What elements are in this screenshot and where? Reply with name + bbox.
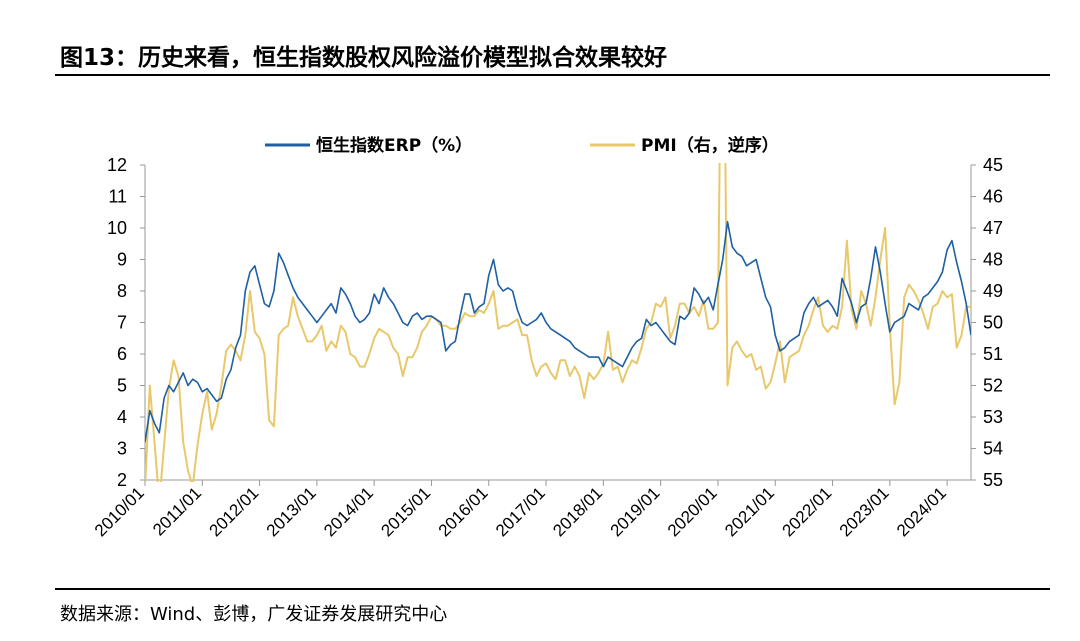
legend: 恒生指数ERP（%） PMI（右，逆序） (265, 135, 779, 156)
y-right-tick-label: 47 (983, 218, 1003, 238)
y-left-tick-label: 10 (107, 218, 127, 238)
y-left-tick-label: 7 (117, 313, 127, 333)
x-tick-label: 2018/01 (549, 483, 606, 540)
source-note: 数据来源：Wind、彭博，广发证券发展研究中心 (60, 604, 448, 625)
x-tick-label: 2023/01 (836, 483, 893, 540)
x-tick-label: 2012/01 (206, 483, 263, 540)
x-tick-label: 2011/01 (149, 483, 205, 539)
y-left-tick-label: 9 (117, 250, 127, 270)
y-right-tick-label: 55 (983, 470, 1003, 490)
x-tick-label: 2024/01 (893, 483, 950, 540)
y-left-tick-label: 11 (108, 187, 127, 207)
y-left-tick-label: 4 (117, 407, 127, 427)
series-layer (145, 163, 971, 482)
x-tick-label: 2017/01 (492, 483, 549, 540)
y-right-tick-label: 49 (983, 281, 1003, 301)
series-line-pmi (145, 163, 971, 482)
x-tick-label: 2020/01 (664, 483, 721, 540)
x-tick-label: 2015/01 (377, 483, 434, 540)
y-right-tick-label: 45 (983, 155, 1003, 175)
title-rule (55, 74, 1050, 76)
x-tick-label: 2010/01 (91, 483, 148, 540)
x-tick-label: 2013/01 (263, 483, 320, 540)
y-left-tick-label: 6 (117, 344, 127, 364)
y-right-tick-label: 48 (983, 250, 1003, 270)
x-tick-label: 2019/01 (607, 483, 664, 540)
series-line-erp (145, 220, 971, 443)
x-tick-label: 2014/01 (320, 483, 377, 540)
y-right-tick-label: 50 (983, 313, 1003, 333)
y-right-tick-label: 51 (983, 344, 1003, 364)
legend-label-erp: 恒生指数ERP（%） (316, 135, 472, 156)
y-right-tick-label: 52 (983, 376, 1003, 396)
x-tick-label: 2022/01 (778, 483, 835, 540)
y-left-tick-label: 8 (117, 281, 127, 301)
figure-title: 图13：历史来看，恒生指数股权风险溢价模型拟合效果较好 (60, 45, 668, 71)
x-tick-label: 2016/01 (435, 483, 492, 540)
y-right-tick-label: 53 (983, 407, 1003, 427)
y-left-tick-label: 3 (117, 439, 127, 459)
legend-label-pmi: PMI（右，逆序） (641, 135, 779, 156)
y-left-tick-label: 12 (107, 155, 127, 175)
y-left-tick-label: 5 (117, 376, 127, 396)
x-tick-label: 2021/01 (721, 483, 778, 540)
y-right-tick-label: 46 (983, 187, 1003, 207)
source-rule (55, 588, 1050, 590)
y-right-tick-label: 54 (983, 439, 1003, 459)
y-left-tick-label: 2 (117, 470, 127, 490)
